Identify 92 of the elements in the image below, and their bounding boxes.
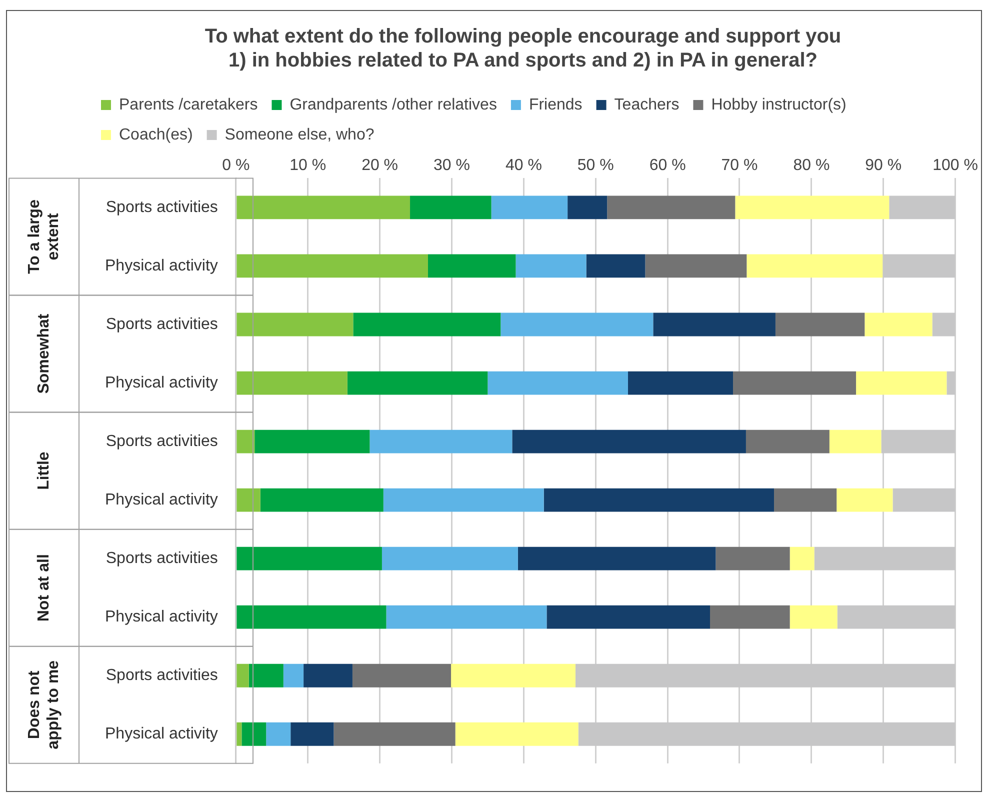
bar [607, 196, 736, 220]
text: Somewhat [35, 313, 52, 394]
bar [512, 430, 746, 454]
x-tick-label: 40 % [505, 157, 542, 174]
legend-label: Someone else, who? [224, 126, 374, 144]
y-tick-label: Physical activity [105, 726, 218, 743]
bar [383, 488, 544, 512]
bar [746, 254, 883, 278]
bar [304, 664, 352, 688]
bar [410, 196, 492, 220]
bar [248, 664, 284, 688]
bar [236, 196, 410, 220]
bar [266, 722, 291, 746]
bar [236, 546, 382, 570]
bar [353, 312, 501, 336]
bar [370, 430, 512, 454]
bar [544, 488, 774, 512]
y-tick-label: Sports activities [106, 667, 218, 684]
legend-label: Hobby instructor(s) [711, 96, 846, 114]
x-tick-label: 10 % [290, 157, 326, 174]
bar [290, 722, 334, 746]
x-tick-label: 80 % [793, 157, 830, 174]
bar [733, 371, 856, 395]
bar [546, 605, 710, 629]
text: Does not apply to me [26, 660, 62, 750]
bar [790, 546, 814, 570]
bar [347, 371, 488, 395]
bar [653, 312, 776, 336]
chart-title: To what extent do the following people encourage and support you 1) in hobbies related to PA and sports and 2) in PA in general? [204, 26, 842, 72]
bar [283, 664, 304, 688]
y-tick-label: Sports activities [106, 550, 218, 567]
bar [836, 488, 893, 512]
y-tick-label: Sports activities [106, 316, 218, 333]
bar [645, 254, 747, 278]
bar [236, 430, 255, 454]
bar [790, 605, 838, 629]
text: Not at all [35, 554, 52, 622]
bar [716, 546, 790, 570]
y-tick-label: Physical activity [105, 257, 218, 274]
bar [242, 722, 266, 746]
x-tick-label: 70 % [721, 157, 758, 174]
x-tick-label: 90 % [865, 157, 902, 174]
legend-label: Coach(es) [119, 126, 193, 144]
y-tick-label: Physical activity [105, 491, 218, 508]
bar [829, 430, 882, 454]
bar [236, 605, 386, 629]
x-tick-label: 30 % [434, 157, 470, 174]
bar [628, 371, 734, 395]
bar [254, 430, 370, 454]
bar [455, 722, 578, 746]
bar [260, 488, 384, 512]
bar [568, 196, 608, 220]
bar [500, 312, 654, 336]
y-tick-label: Sports activities [106, 198, 218, 216]
y-tick-label: Sports activities [106, 432, 218, 450]
bar [774, 488, 837, 512]
bar [586, 254, 646, 278]
bar [236, 488, 260, 512]
bar [710, 605, 790, 629]
legend-label: Grandparents /other relatives [290, 96, 497, 114]
y-tick-label: Physical activity [105, 374, 218, 392]
bar [735, 196, 890, 220]
bar [451, 664, 576, 688]
bar [864, 312, 932, 336]
text: Little [35, 452, 52, 490]
x-tick-label: 0 % [222, 157, 250, 174]
legend-label: Teachers [614, 96, 680, 114]
bar [516, 254, 586, 278]
x-tick-label: 20 % [362, 157, 398, 174]
bar [386, 605, 547, 629]
bar [236, 254, 428, 278]
bar [334, 722, 456, 746]
x-tick-label: 50 % [577, 157, 614, 174]
y-tick-label: Physical activity [105, 608, 218, 626]
bar [236, 371, 348, 395]
legend-label: Parents /caretakers [119, 96, 258, 114]
bar [352, 664, 452, 688]
x-tick-label: 60 % [649, 157, 686, 174]
x-tick-label: 100 % [932, 157, 978, 174]
bar [491, 196, 568, 220]
bar [746, 430, 830, 454]
bar [428, 254, 516, 278]
bar [518, 546, 716, 570]
bar [236, 312, 354, 336]
bar [236, 722, 242, 746]
bar [382, 546, 518, 570]
text: To a large extent [26, 199, 62, 274]
bar [236, 664, 249, 688]
bar [488, 371, 628, 395]
bar [856, 371, 947, 395]
legend-label: Friends [528, 96, 582, 114]
bar [775, 312, 865, 336]
